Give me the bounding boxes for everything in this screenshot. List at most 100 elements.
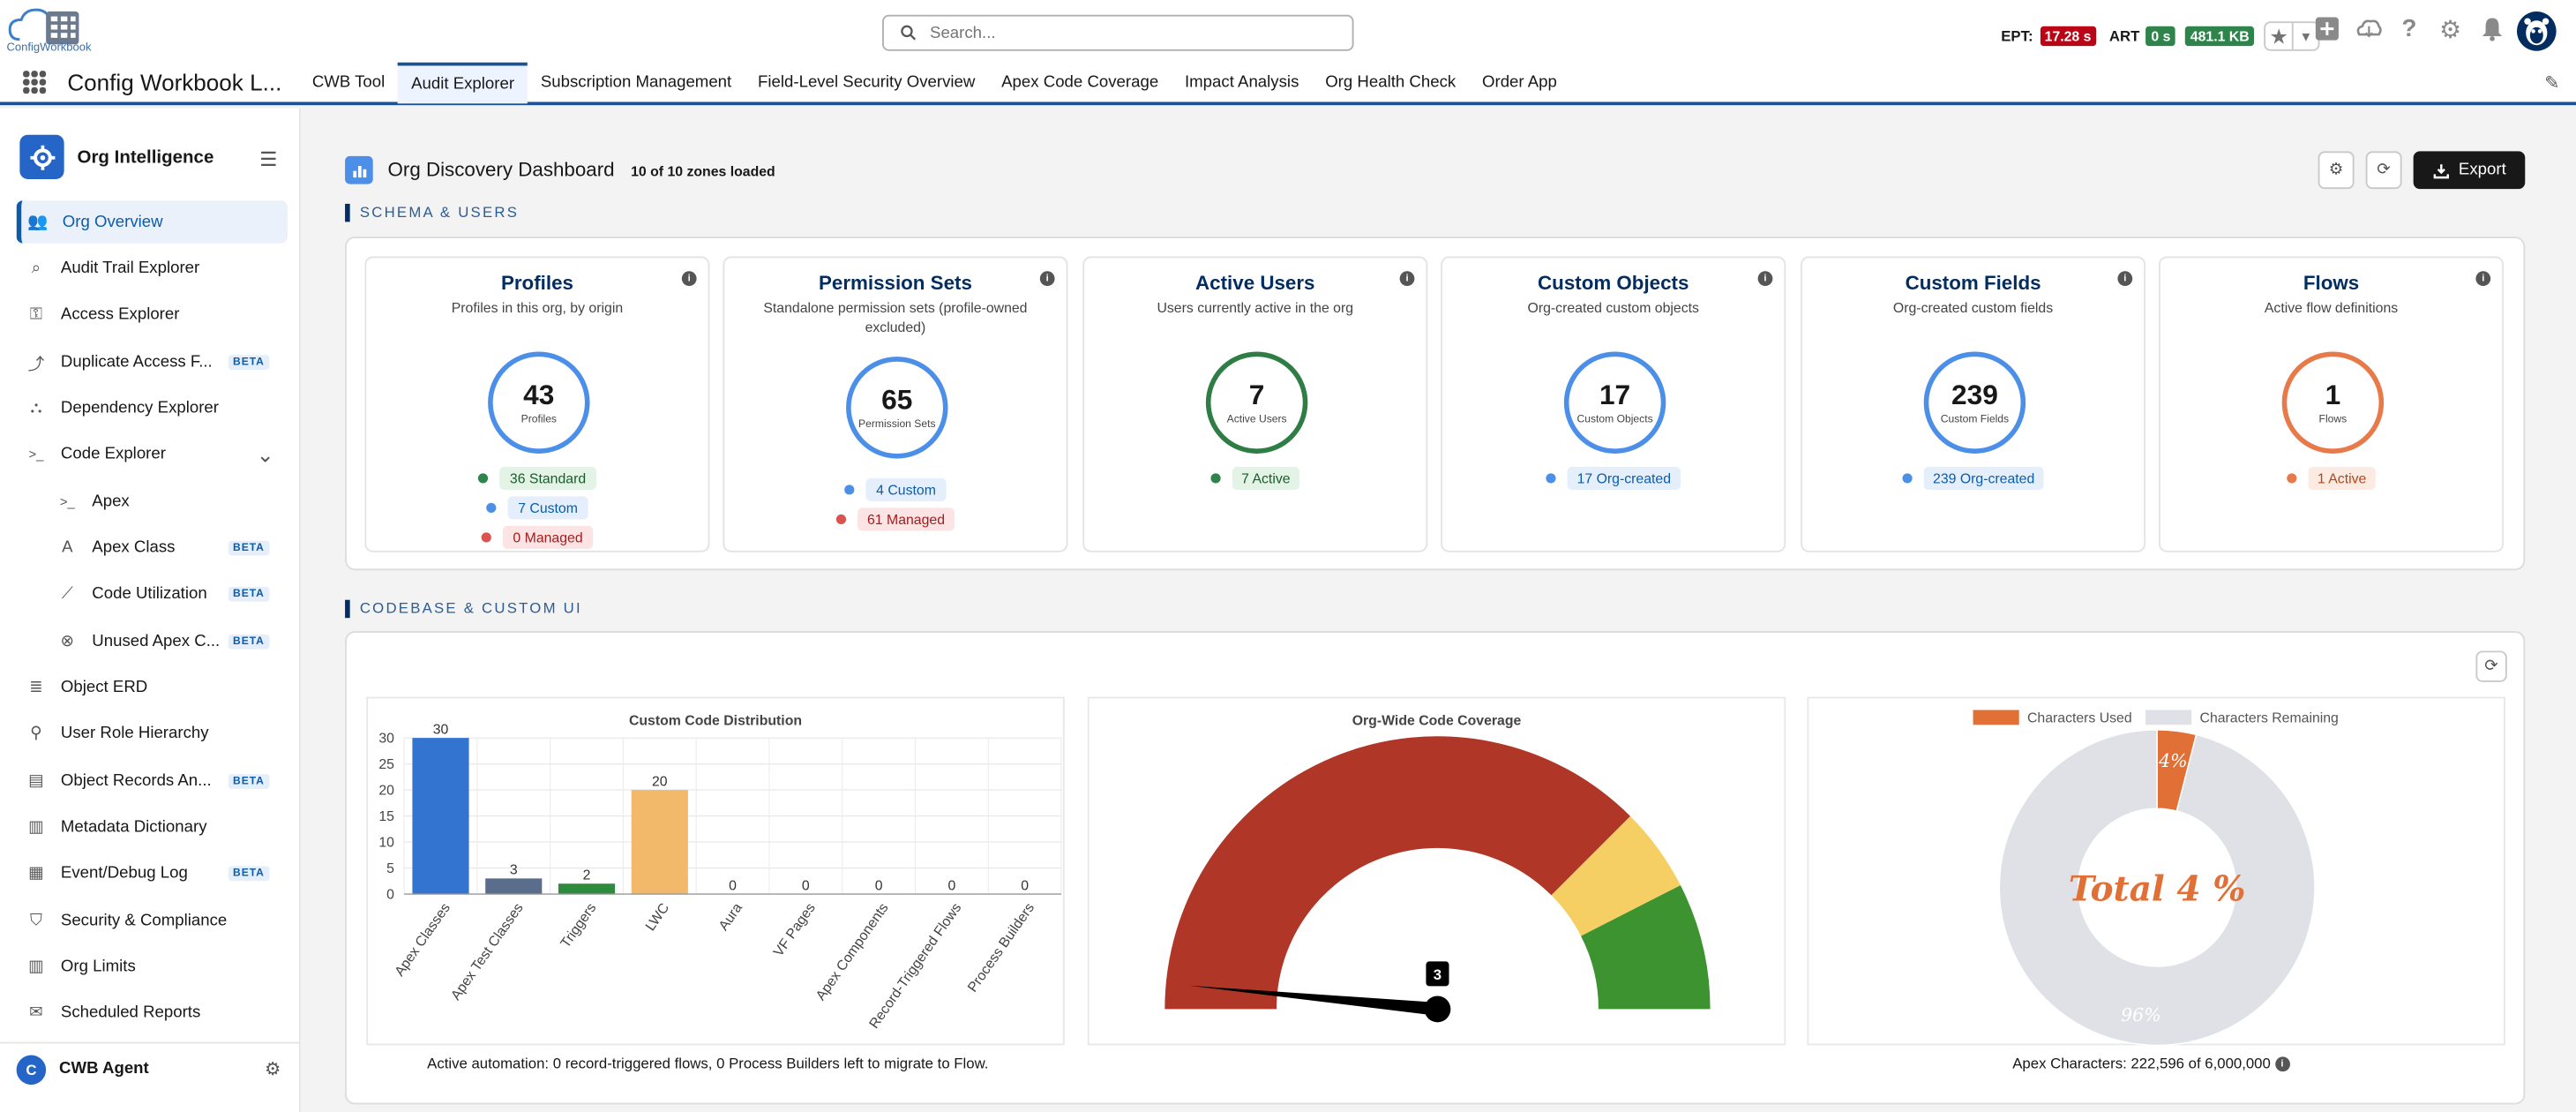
sidebar-item-object-erd[interactable]: ≣ Object ERD — [17, 666, 288, 709]
gear-icon[interactable]: ⚙ — [2438, 15, 2462, 44]
bar-triggers[interactable] — [558, 883, 616, 895]
pie-slice-characters-remaining[interactable] — [1998, 729, 2316, 1047]
app-navigation: Config Workbook L... CWB Tool Audit Explo… — [0, 62, 2576, 106]
legend-label[interactable]: Characters Remaining — [2200, 710, 2339, 725]
legend-label[interactable]: Characters Used — [2027, 710, 2132, 725]
export-button[interactable]: Export — [2413, 151, 2526, 190]
card-custom-fields: i Custom Fields Org-created custom fields 2… — [1801, 256, 2146, 552]
cwb-agent[interactable]: C CWB Agent ⚙ — [0, 1041, 301, 1095]
y-tick-label: 5 — [386, 861, 394, 876]
x-tick-label: VF Pages — [771, 900, 819, 959]
info-icon[interactable]: i — [1399, 271, 1415, 287]
info-icon[interactable]: i — [681, 271, 697, 287]
gauge-band — [1164, 736, 1631, 1010]
dashboard-settings-button[interactable]: ⚙ — [2318, 151, 2355, 190]
sidebar-item-apex-class[interactable]: A Apex Class BETA — [17, 527, 288, 569]
info-icon[interactable]: i — [2274, 1056, 2290, 1072]
x-tick-label: LWC — [643, 901, 672, 935]
beta-badge: BETA — [228, 773, 270, 789]
book-icon: ▥ — [28, 818, 44, 837]
sidebar-item-duplicate-access-f[interactable]: ⤴ Duplicate Access F... BETA — [17, 341, 288, 383]
sidebar-item-access-explorer[interactable]: ⚿ Access Explorer — [17, 294, 288, 336]
chevron-down-icon[interactable]: ▼ — [2292, 23, 2318, 49]
refresh-icon: ⟳ — [2484, 657, 2498, 676]
bar-apex-classes[interactable] — [412, 738, 469, 895]
info-icon[interactable]: i — [2117, 271, 2133, 287]
sidebar-item-scheduled-reports[interactable]: ✉ Scheduled Reports — [17, 993, 288, 1035]
card-flows: i Flows Active flow definitions 1 Flows 1 Act… — [2158, 256, 2505, 552]
beta-badge: BETA — [228, 867, 270, 882]
card-active-users: i Active Users Users currently active in t… — [1082, 256, 1428, 552]
tag-row: 17 Org-created — [1546, 466, 1681, 490]
sidebar-item-dependency-explorer[interactable]: ⛬ Dependency Explorer — [17, 387, 288, 429]
sidebar-item-label: Code Utilization — [92, 585, 207, 604]
sidebar-item-user-role-hierarchy[interactable]: ⚲ User Role Hierarchy — [17, 713, 288, 755]
refresh-button[interactable]: ⟳ — [2365, 151, 2402, 190]
agent-settings-icon[interactable]: ⚙ — [265, 1060, 281, 1080]
star-icon[interactable]: ★ — [2271, 26, 2288, 48]
sidebar-item-metadata-dictionary[interactable]: ▥ Metadata Dictionary — [17, 807, 288, 849]
tab-cwb-tool[interactable]: CWB Tool — [311, 73, 386, 93]
sidebar-item-label: Object Records An... — [60, 771, 212, 791]
help-icon[interactable]: ? — [2401, 14, 2417, 43]
tab-audit-explorer[interactable]: Audit Explorer — [398, 62, 528, 104]
sidebar-item-apex[interactable]: >_ Apex — [17, 480, 288, 522]
sidebar-item-org-limits[interactable]: ▥ Org Limits — [17, 946, 288, 988]
global-search-input[interactable]: Search... — [882, 14, 1354, 51]
codebase-refresh-button[interactable]: ⟳ — [2475, 650, 2507, 682]
collapse-menu-icon[interactable]: ☰ — [259, 147, 278, 171]
status-dot — [844, 485, 855, 495]
card-subtitle: Active flow definitions — [2264, 298, 2399, 316]
apex-characters-text: Apex Characters: 222,596 of 6,000,000 — [2012, 1055, 2271, 1072]
status-dot — [1901, 473, 1912, 484]
bell-icon[interactable] — [2477, 15, 2505, 43]
count-value: 43 — [523, 379, 555, 410]
tab-subscription-management[interactable]: Subscription Management — [540, 73, 732, 93]
sidebar-item-unused-apex-c[interactable]: ⊗ Unused Apex C... BETA — [17, 620, 288, 662]
edit-nav-icon[interactable]: ✎ — [2544, 73, 2560, 94]
log-icon: ▦ — [28, 865, 44, 883]
tab-order-app[interactable]: Order App — [1482, 73, 1557, 93]
bar-apex-test-classes[interactable] — [485, 878, 543, 895]
app-launcher-icon[interactable] — [23, 71, 46, 94]
codebase-section-title: CODEBASE & CUSTOM UI — [345, 599, 582, 619]
tab-apex-code-coverage[interactable]: Apex Code Coverage — [1001, 73, 1159, 93]
config-workbook-logo[interactable] — [6, 6, 101, 59]
beta-badge: BETA — [228, 634, 270, 649]
breakdown-tag: 36 Standard — [499, 466, 596, 490]
gauge-value-badge — [1426, 961, 1449, 987]
count-value: 7 — [1248, 379, 1265, 410]
sidebar-item-object-records-an[interactable]: ▤ Object Records An... BETA — [17, 760, 288, 802]
trailhead-icon[interactable] — [2355, 15, 2383, 43]
tag-row: 4 Custom — [844, 477, 947, 501]
sidebar-item-security-compliance[interactable]: ⛉ Security & Compliance — [17, 899, 288, 942]
sidebar-item-audit-trail-explorer[interactable]: ⌕ Audit Trail Explorer — [17, 247, 288, 289]
dashboard-title: Org Discovery Dashboard — [387, 157, 615, 181]
breakdown-tag: 1 Active — [2307, 466, 2377, 490]
info-icon[interactable]: i — [1757, 271, 1773, 287]
count-value: 17 — [1599, 379, 1631, 410]
user-avatar[interactable] — [2516, 11, 2557, 51]
sidebar-item-label: Metadata Dictionary — [60, 818, 207, 837]
sidebar-item-code-utilization[interactable]: ⟋ Code Utilization BETA — [17, 574, 288, 616]
status-dot — [835, 514, 846, 525]
bar-lwc[interactable] — [631, 790, 688, 895]
sidebar-item-label: Scheduled Reports — [60, 1004, 201, 1024]
card-subtitle: Users currently active in the org — [1157, 298, 1354, 316]
gauge-needle — [1188, 985, 1439, 1016]
chevron-down-icon[interactable]: ⌄ — [256, 441, 274, 467]
tab-field-level-security-overview[interactable]: Field-Level Security Overview — [758, 73, 976, 93]
info-icon[interactable]: i — [1039, 271, 1055, 287]
count-ring: 17 Custom Objects — [1563, 351, 1666, 454]
tab-org-health-check[interactable]: Org Health Check — [1325, 73, 1456, 93]
sidebar-item-code-explorer[interactable]: >_ Code Explorer ⌄ — [17, 433, 288, 476]
data-label: 0 — [947, 878, 955, 893]
sidebar-item-org-overview[interactable]: 👥 Org Overview — [16, 200, 288, 244]
breakdown-tag: 7 Custom — [508, 496, 588, 520]
tag-row: 36 Standard — [478, 466, 596, 490]
info-icon[interactable]: i — [2475, 271, 2491, 287]
tab-impact-analysis[interactable]: Impact Analysis — [1184, 73, 1299, 93]
sidebar-item-event-debug-log[interactable]: ▦ Event/Debug Log BETA — [17, 853, 288, 895]
add-icon[interactable] — [2313, 15, 2341, 43]
